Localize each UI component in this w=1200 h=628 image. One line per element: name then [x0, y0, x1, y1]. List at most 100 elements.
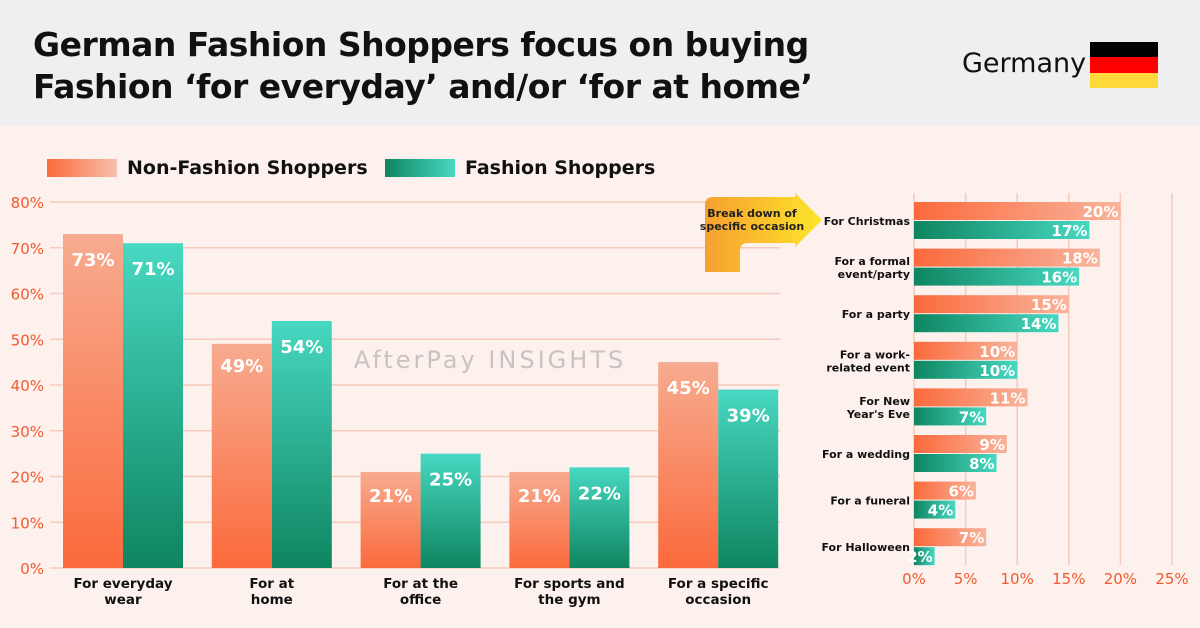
hbar-fashion	[914, 407, 987, 426]
bar-non-fashion	[360, 471, 421, 568]
hbar-non-fashion	[914, 528, 987, 547]
x-tick-label: office	[400, 592, 442, 608]
x-tick-label: 25%	[1155, 570, 1188, 588]
hbar-fashion	[914, 221, 1090, 239]
y-tick-label: 50%	[11, 331, 44, 349]
legend-non-fashion: Non-Fashion Shoppers	[47, 157, 368, 179]
bar-non-fashion	[658, 362, 719, 568]
hbar-fashion	[914, 454, 997, 472]
country-label: Germany	[962, 48, 1087, 79]
data-label: 10%	[979, 343, 1015, 361]
x-tick-label: For at the	[383, 576, 458, 592]
data-label: 10%	[979, 362, 1015, 380]
data-label: 11%	[990, 389, 1026, 407]
watermark: AfterPay INSIGHTS	[354, 346, 626, 374]
x-tick-label: For a specific	[668, 576, 769, 592]
x-tick-label: 5%	[954, 570, 978, 588]
category-label: event/party	[838, 268, 910, 281]
data-label: 49%	[220, 356, 263, 377]
bar-fashion	[420, 453, 481, 568]
legend-swatch-green	[385, 159, 455, 177]
title-line-2: Fashion ‘for everyday’ and/or ‘for at ho…	[33, 67, 813, 106]
bar-fashion	[123, 243, 183, 569]
y-tick-label: 60%	[11, 286, 44, 304]
data-label: 9%	[979, 436, 1004, 454]
data-label: 21%	[369, 486, 412, 507]
hbar-fashion	[914, 500, 956, 519]
x-tick-label: For everyday	[73, 576, 172, 592]
data-label: 39%	[727, 406, 770, 427]
header: German Fashion Shoppers focus on buying …	[0, 0, 1200, 126]
data-label: 45%	[667, 378, 710, 399]
y-tick-label: 70%	[11, 240, 44, 258]
hbar-fashion	[914, 314, 1059, 333]
hbar-non-fashion	[914, 202, 1121, 220]
x-tick-label: home	[251, 592, 293, 608]
x-tick-label: 10%	[1001, 570, 1034, 588]
hbar-non-fashion	[914, 248, 1100, 267]
hbar-non-fashion	[914, 481, 976, 500]
data-label: 2%	[907, 548, 932, 566]
hbar-fashion	[914, 360, 1018, 379]
data-label: 21%	[518, 486, 561, 507]
data-label: 54%	[280, 337, 323, 358]
hbar-non-fashion	[914, 435, 1007, 453]
data-label: 14%	[1021, 315, 1057, 333]
hbar-non-fashion	[914, 295, 1069, 314]
data-label: 15%	[1031, 296, 1067, 314]
y-tick-label: 80%	[11, 194, 44, 212]
y-tick-label: 10%	[11, 514, 44, 532]
x-tick-label: 15%	[1052, 570, 1085, 588]
category-label: For Christmas	[824, 215, 911, 228]
bar-non-fashion	[509, 471, 570, 568]
x-tick-label: wear	[104, 592, 142, 608]
data-label: 8%	[969, 455, 994, 473]
data-label: 20%	[1082, 203, 1118, 221]
bar-fashion	[718, 389, 779, 568]
data-label: 4%	[928, 502, 953, 520]
y-tick-label: 20%	[11, 469, 44, 487]
bar-fashion	[569, 467, 630, 568]
germany-flag-icon	[1090, 42, 1158, 88]
y-tick-label: 30%	[11, 423, 44, 441]
category-label: For a funeral	[830, 495, 910, 508]
category-label: Year's Eve	[846, 408, 910, 421]
arrow-annotation-shape	[705, 193, 822, 272]
category-label: For a wedding	[822, 448, 910, 461]
data-label: 71%	[131, 259, 174, 280]
category-label: For a work-	[840, 348, 910, 361]
data-label: 25%	[429, 470, 472, 491]
x-tick-label: For sports and	[514, 576, 625, 592]
data-label: 6%	[948, 483, 973, 501]
hbar-non-fashion	[914, 341, 1018, 360]
data-label: 16%	[1041, 269, 1077, 287]
bar-fashion	[271, 320, 332, 568]
annotation-text: specific occasion	[700, 220, 804, 233]
data-label: 73%	[71, 250, 114, 271]
hbar-fashion	[914, 547, 935, 566]
y-tick-label: 0%	[20, 560, 44, 578]
category-label: related event	[826, 361, 910, 374]
title-line-1: German Fashion Shoppers focus on buying	[33, 25, 809, 64]
legend-label: Non-Fashion Shoppers	[127, 157, 368, 179]
data-label: 7%	[959, 529, 984, 547]
x-tick-label: For at	[249, 576, 294, 592]
hbar-non-fashion	[914, 388, 1028, 407]
x-tick-label: 20%	[1104, 570, 1137, 588]
annotation-text: Break down of	[707, 207, 797, 220]
hbar-fashion	[914, 267, 1080, 286]
bar-non-fashion	[63, 234, 123, 568]
category-label: For Halloween	[821, 541, 910, 554]
category-label: For a formal	[834, 255, 910, 268]
data-label: 7%	[959, 408, 984, 426]
category-label: For a party	[842, 308, 910, 321]
legend-swatch-orange	[47, 159, 117, 177]
legend-label: Fashion Shoppers	[465, 157, 656, 179]
legend-fashion: Fashion Shoppers	[385, 157, 655, 179]
x-tick-label: occasion	[685, 592, 751, 608]
x-tick-label: 0%	[902, 570, 926, 588]
bar-non-fashion	[211, 343, 272, 568]
data-label: 22%	[578, 483, 621, 504]
data-label: 17%	[1052, 222, 1088, 240]
